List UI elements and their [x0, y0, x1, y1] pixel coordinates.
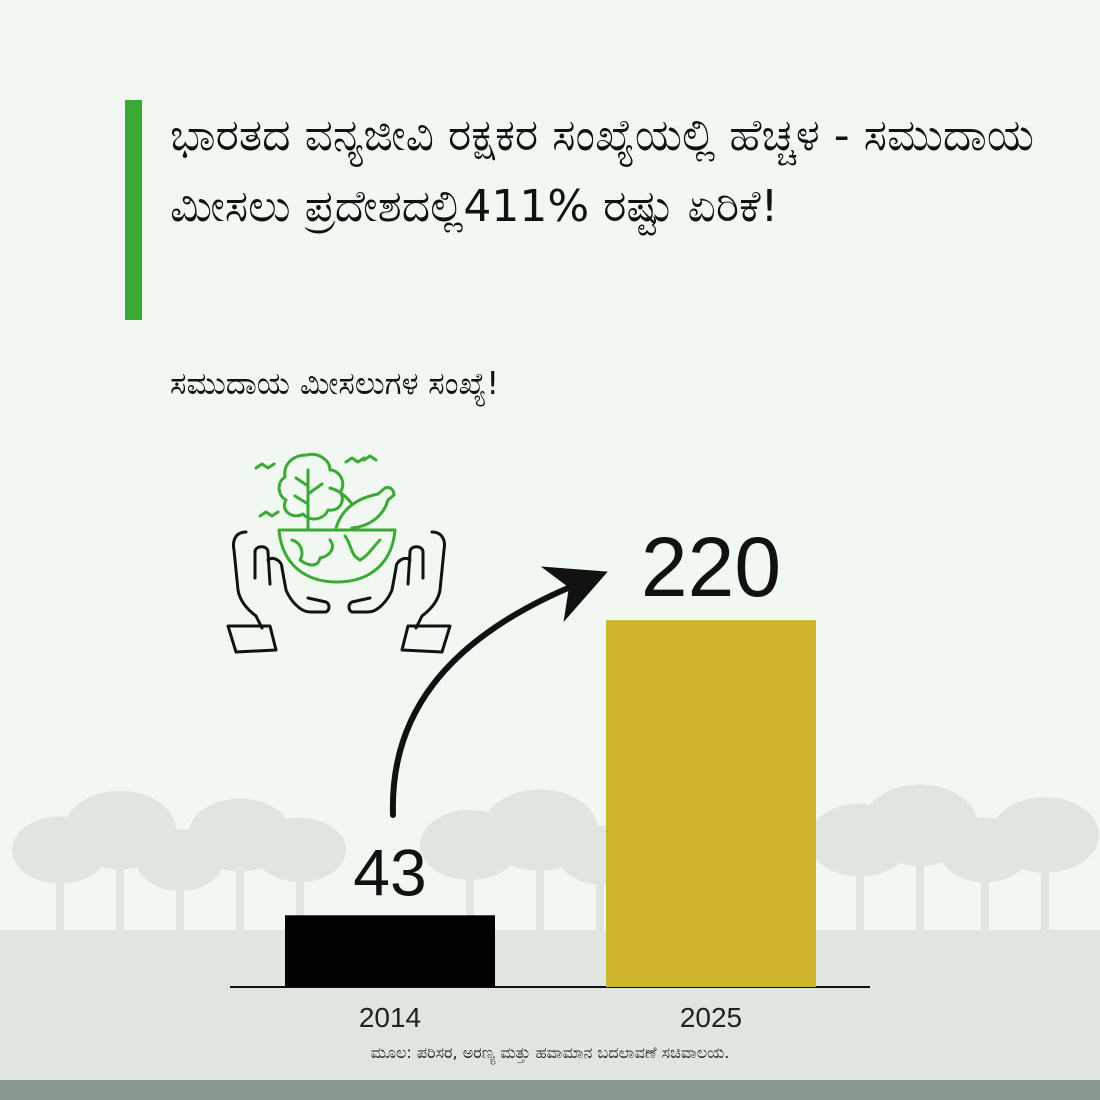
x-tick-label-2014: 2014	[359, 1002, 421, 1033]
bar-2025	[606, 620, 816, 987]
page-title: ಭಾರತದ ವನ್ಯಜೀವಿ ರಕ್ಷಕರ ಸಂಖ್ಯೆಯಲ್ಲಿ ಹೆಚ್ಚಳ…	[170, 110, 1034, 232]
hands-holding-earth-icon	[226, 452, 452, 654]
footer-band	[0, 1080, 1100, 1100]
x-tick-label-2025: 2025	[680, 1002, 742, 1033]
bar-2014	[285, 915, 495, 987]
data-label-2025: 220	[641, 520, 781, 614]
title-accent-bar	[125, 100, 142, 320]
forest-silhouette-background	[0, 784, 1100, 1080]
source-note: ಮೂಲ: ಪರಿಸರ, ಅರಣ್ಯ ಮತ್ತು ಹವಾಮಾನ ಬದಲಾವಣೆ ಸ…	[370, 1043, 730, 1062]
growth-arrow	[389, 566, 608, 818]
data-label-2014: 43	[353, 835, 426, 909]
chart-subtitle: ಸಮುದಾಯ ಮೀಸಲುಗಳ ಸಂಖ್ಯೆ!	[170, 366, 499, 402]
